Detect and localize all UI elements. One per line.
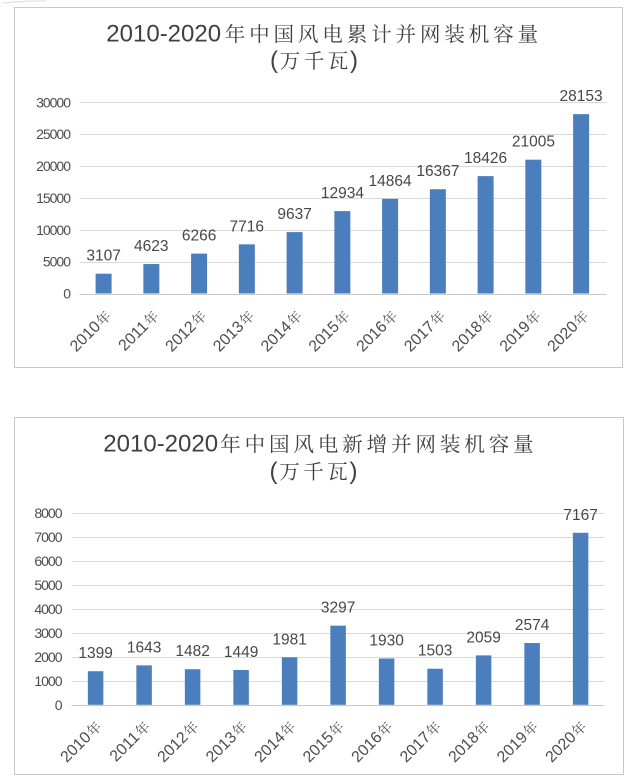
svg-text:18426: 18426 xyxy=(464,150,507,167)
svg-text:10000: 10000 xyxy=(36,222,71,238)
svg-text:7000: 7000 xyxy=(34,529,62,545)
svg-text:(: ( xyxy=(270,47,278,74)
svg-text:14864: 14864 xyxy=(369,173,412,190)
svg-text:3000: 3000 xyxy=(34,625,62,641)
svg-text:12934: 12934 xyxy=(321,185,364,202)
svg-text:5000: 5000 xyxy=(34,577,62,593)
svg-text:2010-2020: 2010-2020 xyxy=(106,21,221,48)
svg-text:5000: 5000 xyxy=(43,254,71,270)
svg-text:16367: 16367 xyxy=(416,163,459,180)
svg-text:1482: 1482 xyxy=(175,643,209,660)
svg-text:1399: 1399 xyxy=(78,645,112,662)
svg-text:2059: 2059 xyxy=(466,629,500,646)
svg-text:28153: 28153 xyxy=(560,88,603,105)
svg-text:7716: 7716 xyxy=(230,218,264,235)
svg-text:20000: 20000 xyxy=(36,158,71,174)
svg-text:6000: 6000 xyxy=(34,553,62,569)
svg-text:30000: 30000 xyxy=(36,94,71,110)
svg-text:7167: 7167 xyxy=(563,507,597,524)
svg-text:25000: 25000 xyxy=(36,126,71,142)
svg-text:): ) xyxy=(350,47,358,74)
svg-text:4000: 4000 xyxy=(34,601,62,617)
svg-text:1000: 1000 xyxy=(34,673,62,689)
svg-text:0: 0 xyxy=(63,286,71,302)
svg-text:21005: 21005 xyxy=(512,134,555,151)
svg-text:2000: 2000 xyxy=(34,649,62,665)
svg-text:0: 0 xyxy=(55,697,63,713)
svg-text:6266: 6266 xyxy=(182,228,216,245)
svg-text:1981: 1981 xyxy=(272,631,306,648)
svg-text:3107: 3107 xyxy=(86,248,120,265)
svg-text:2010-2020: 2010-2020 xyxy=(103,431,218,458)
svg-text:1449: 1449 xyxy=(224,644,258,661)
svg-text:9637: 9637 xyxy=(277,206,311,223)
svg-text:2574: 2574 xyxy=(515,617,550,634)
svg-text:1930: 1930 xyxy=(369,633,404,650)
svg-text:(: ( xyxy=(270,458,278,485)
svg-text:1643: 1643 xyxy=(127,639,161,656)
svg-text:3297: 3297 xyxy=(321,600,355,617)
svg-text:8000: 8000 xyxy=(34,505,62,521)
svg-text:15000: 15000 xyxy=(36,190,71,206)
svg-text:4623: 4623 xyxy=(134,238,168,255)
svg-text:): ) xyxy=(350,458,358,485)
svg-text:1503: 1503 xyxy=(418,643,452,660)
